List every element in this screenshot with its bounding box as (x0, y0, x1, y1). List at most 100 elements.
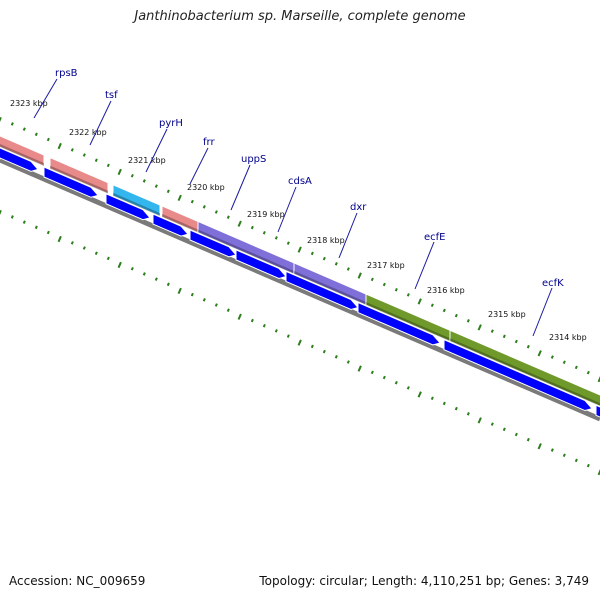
minor-tick (562, 453, 566, 458)
minor-tick (202, 298, 206, 302)
major-tick (357, 272, 362, 279)
minor-tick (370, 370, 374, 375)
major-tick (0, 210, 2, 217)
minor-tick (322, 256, 326, 261)
gene-label-uppS[interactable]: uppS (241, 154, 266, 165)
minor-tick (82, 153, 86, 157)
minor-tick (574, 365, 578, 370)
minor-tick (406, 293, 410, 297)
gene-label-ecfK[interactable]: ecfK (542, 278, 564, 289)
cds-arrow[interactable] (443, 338, 593, 412)
major-tick (117, 168, 122, 176)
minor-tick (454, 313, 458, 318)
kbp-label: 2323 kbp (10, 99, 48, 108)
inner-tick-row (0, 210, 600, 476)
gene-feature-shadow (0, 144, 44, 166)
minor-tick (214, 303, 218, 307)
minor-tick (250, 225, 254, 230)
major-tick (357, 365, 362, 372)
major-tick (417, 298, 422, 305)
minor-tick (262, 323, 266, 328)
minor-tick (250, 318, 254, 323)
minor-tick (46, 230, 50, 235)
minor-tick (550, 448, 554, 452)
minor-tick (502, 427, 506, 432)
gene-feature-pyrH[interactable] (112, 184, 161, 217)
minor-tick (190, 292, 194, 297)
minor-tick (514, 339, 518, 344)
kbp-label: 2322 kbp (69, 128, 107, 137)
minor-tick (130, 173, 134, 178)
minor-tick (490, 422, 494, 426)
minor-tick (166, 189, 170, 194)
cds-arrow[interactable] (43, 166, 99, 198)
minor-tick (70, 241, 74, 245)
cds-arrow[interactable] (357, 301, 441, 346)
major-tick (237, 313, 242, 320)
major-tick (417, 391, 422, 398)
minor-tick (94, 251, 98, 255)
major-tick (297, 339, 302, 346)
minor-tick (334, 355, 338, 359)
gene-label-rpsB[interactable]: rpsB (55, 68, 78, 79)
cds-arrow-track (0, 144, 600, 419)
cds-arrow[interactable] (0, 144, 39, 172)
minor-tick (262, 230, 266, 235)
minor-tick (346, 267, 350, 271)
cds-arrow[interactable] (152, 213, 189, 237)
gene-feature-ecfK[interactable] (449, 329, 600, 410)
minor-tick (346, 360, 350, 364)
minor-tick (550, 355, 554, 359)
kbp-label: 2317 kbp (367, 261, 405, 270)
major-tick (297, 246, 302, 253)
minor-tick (286, 334, 290, 338)
major-tick (537, 350, 542, 357)
gene-label-line (277, 186, 297, 233)
minor-tick (34, 225, 38, 230)
gene-label-dxr[interactable]: dxr (350, 202, 367, 213)
kbp-label: 2320 kbp (187, 183, 225, 192)
minor-tick (490, 329, 494, 333)
minor-tick (190, 199, 194, 204)
minor-tick (526, 344, 530, 349)
minor-tick (10, 122, 14, 126)
minor-tick (442, 401, 446, 406)
gene-label-cdsA[interactable]: cdsA (288, 176, 312, 187)
minor-tick (586, 463, 590, 468)
minor-tick (202, 205, 206, 209)
minor-tick (70, 148, 74, 152)
cds-arrow[interactable] (235, 249, 287, 279)
cds-arrow[interactable] (105, 192, 151, 221)
kbp-label: 2315 kbp (488, 310, 526, 319)
major-tick (237, 220, 242, 227)
cds-arrow[interactable] (595, 404, 600, 419)
minor-tick (214, 210, 218, 214)
minor-tick (106, 256, 110, 261)
gene-label-ecfE[interactable]: ecfE (424, 232, 446, 243)
gene-feature-tsf[interactable] (49, 156, 109, 195)
minor-tick (406, 386, 410, 390)
major-tick (57, 142, 62, 150)
minor-tick (442, 308, 446, 313)
minor-tick (310, 251, 314, 256)
minor-tick (574, 458, 578, 463)
gene-label-pyrH[interactable]: pyrH (159, 118, 183, 129)
minor-tick (46, 137, 50, 142)
minor-tick (142, 272, 146, 276)
gene-label-frr[interactable]: frr (203, 137, 215, 148)
minor-tick (430, 303, 434, 308)
minor-tick (430, 396, 434, 401)
cds-arrow[interactable] (285, 270, 359, 311)
gene-label-line (338, 212, 358, 259)
major-tick (117, 261, 122, 269)
gene-label-tsf[interactable]: tsf (105, 90, 118, 101)
cds-arrow[interactable] (189, 229, 237, 258)
minor-tick (226, 215, 230, 219)
gene-feature-rpsB[interactable] (0, 132, 45, 167)
minor-tick (502, 334, 506, 339)
minor-tick (274, 329, 278, 333)
major-tick (177, 194, 182, 202)
gene-label-line (89, 100, 112, 146)
minor-tick (10, 215, 14, 219)
minor-tick (82, 246, 86, 250)
